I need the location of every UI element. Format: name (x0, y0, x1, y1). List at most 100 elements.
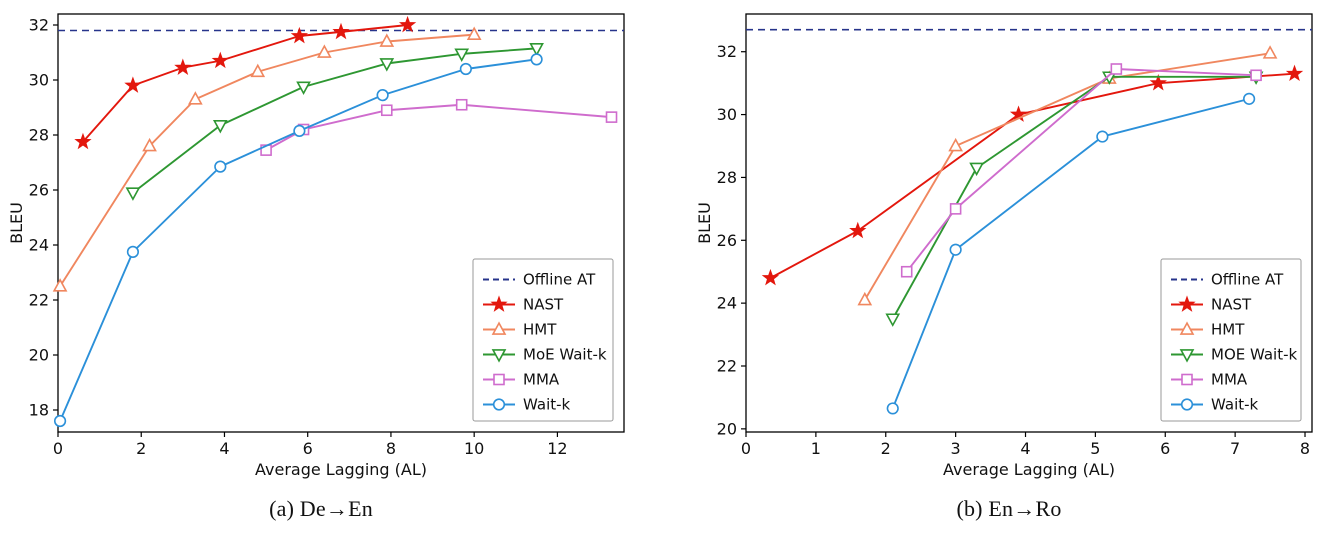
series-nast (74, 15, 417, 150)
square-marker (1181, 373, 1193, 386)
series-line (905, 68, 1257, 273)
legend-label: Wait-k (1211, 396, 1259, 414)
y-tick-label: 30 (717, 105, 737, 124)
x-tick-label: 8 (1300, 439, 1310, 458)
circle-marker (1180, 398, 1194, 411)
x-tick-label: 4 (1020, 439, 1030, 458)
x-tick-label: 4 (219, 439, 229, 458)
triangle-down-marker (296, 81, 311, 95)
triangle-up-marker (317, 44, 332, 58)
legend-item: MMA (483, 371, 560, 389)
circle-marker (949, 243, 962, 256)
x-tick-label: 6 (1160, 439, 1170, 458)
legend-item: MoE Wait-k (483, 346, 607, 364)
caption-de-en: (a) De→En (269, 496, 373, 521)
legend: Offline AT NAST HMT MOE Wait-k MMA Wait-k (1160, 258, 1302, 422)
y-axis-label: BLEU (695, 202, 714, 244)
y-tick-label: 32 (717, 42, 737, 61)
circle-marker (126, 245, 140, 258)
legend-label: Offline AT (1211, 271, 1284, 289)
triangle-up-marker (187, 91, 203, 105)
x-tick-label: 1 (811, 439, 821, 458)
legend-label: MoE Wait-k (523, 346, 607, 364)
y-tick-label: 20 (29, 346, 49, 365)
y-tick-label: 30 (29, 71, 49, 90)
square-marker (900, 265, 913, 278)
x-tick-label: 5 (1090, 439, 1100, 458)
star-marker (124, 76, 142, 93)
series-wait-k (886, 92, 1256, 415)
caption-en-ro: (b) En→Ro (956, 496, 1062, 521)
legend-box (1160, 258, 1302, 422)
legend-label: Wait-k (523, 396, 571, 414)
legend-label: MMA (1211, 371, 1248, 389)
circle-marker (492, 398, 506, 411)
legend-label: Offline AT (523, 271, 596, 289)
series-line (132, 47, 537, 194)
circle-marker (214, 160, 227, 173)
triangle-up-marker (52, 278, 68, 292)
circle-marker (293, 124, 306, 137)
triangle-down-marker (491, 349, 507, 363)
series-mma (900, 63, 1262, 278)
square-marker (949, 203, 962, 215)
triangle-down-marker (969, 162, 984, 177)
triangle-down-marker (212, 119, 228, 134)
y-tick-label: 24 (717, 294, 737, 313)
square-marker (493, 373, 505, 386)
legend-item: Wait-k (1171, 396, 1259, 414)
y-tick-label: 24 (29, 236, 49, 255)
y-tick-label: 22 (717, 357, 737, 376)
legend-label: MOE Wait-k (1211, 346, 1298, 364)
circle-marker (459, 62, 472, 76)
legend: Offline AT NAST HMT MoE Wait-k MMA Wait-k (472, 258, 614, 422)
x-tick-label: 3 (951, 439, 961, 458)
circle-marker (530, 53, 543, 66)
legend-item: Offline AT (483, 271, 596, 289)
triangle-up-marker (142, 137, 157, 152)
chart-block-de-en: 0 2 4 6 8 10 12 18 20 22 24 26 28 30 32 Average Lagging… (6, 4, 636, 522)
star-marker (1178, 295, 1196, 312)
x-tick-label: 2 (136, 439, 146, 458)
legend-item: HMT (483, 321, 557, 339)
y-axis-label: BLEU (7, 202, 26, 244)
square-marker (455, 98, 468, 111)
x-tick-label: 8 (386, 439, 396, 458)
legend-label: HMT (1211, 321, 1245, 339)
triangle-up-marker (948, 137, 963, 152)
series-line (891, 75, 1257, 320)
legend-item: MMA (1171, 371, 1248, 389)
legend-item: NAST (1171, 295, 1252, 314)
star-marker (332, 22, 350, 40)
legend-item: NAST (483, 295, 564, 314)
triangle-down-marker (529, 42, 544, 57)
legend-box (472, 258, 614, 422)
x-axis-label: Average Lagging (AL) (943, 460, 1115, 479)
triangle-down-marker (125, 187, 141, 201)
legend-item: MOE Wait-k (1171, 346, 1298, 364)
chart-svg: 0 1 2 3 4 5 6 7 8 20 22 24 26 28 30 32 Average Lagging (… (695, 13, 1313, 479)
triangle-down-marker (885, 313, 901, 327)
triangle-up-marker (1262, 45, 1278, 59)
x-tick-label: 0 (53, 439, 63, 458)
square-marker (1110, 63, 1123, 75)
x-tick-label: 0 (741, 439, 751, 458)
y-tick-label: 26 (29, 181, 49, 200)
square-marker (380, 104, 393, 117)
legend-label: NAST (1211, 296, 1252, 314)
x-tick-label: 10 (464, 439, 484, 458)
y-tick-label: 26 (717, 231, 737, 250)
star-marker (849, 221, 867, 239)
circle-marker (376, 89, 389, 102)
triangle-down-marker (1179, 349, 1195, 363)
triangle-down-marker (379, 58, 395, 72)
star-marker (74, 132, 92, 150)
triangle-down-marker (454, 48, 470, 62)
triangle-up-marker (491, 321, 507, 335)
x-tick-label: 2 (881, 439, 891, 458)
chart-de-en: 0 2 4 6 8 10 12 18 20 22 24 26 28 30 32 Average Lagging… (6, 4, 636, 486)
chart-block-en-ro: 0 1 2 3 4 5 6 7 8 20 22 24 26 28 30 32 Average Lagging (… (694, 4, 1324, 522)
star-marker (1285, 64, 1304, 82)
legend-item: HMT (1171, 321, 1245, 339)
